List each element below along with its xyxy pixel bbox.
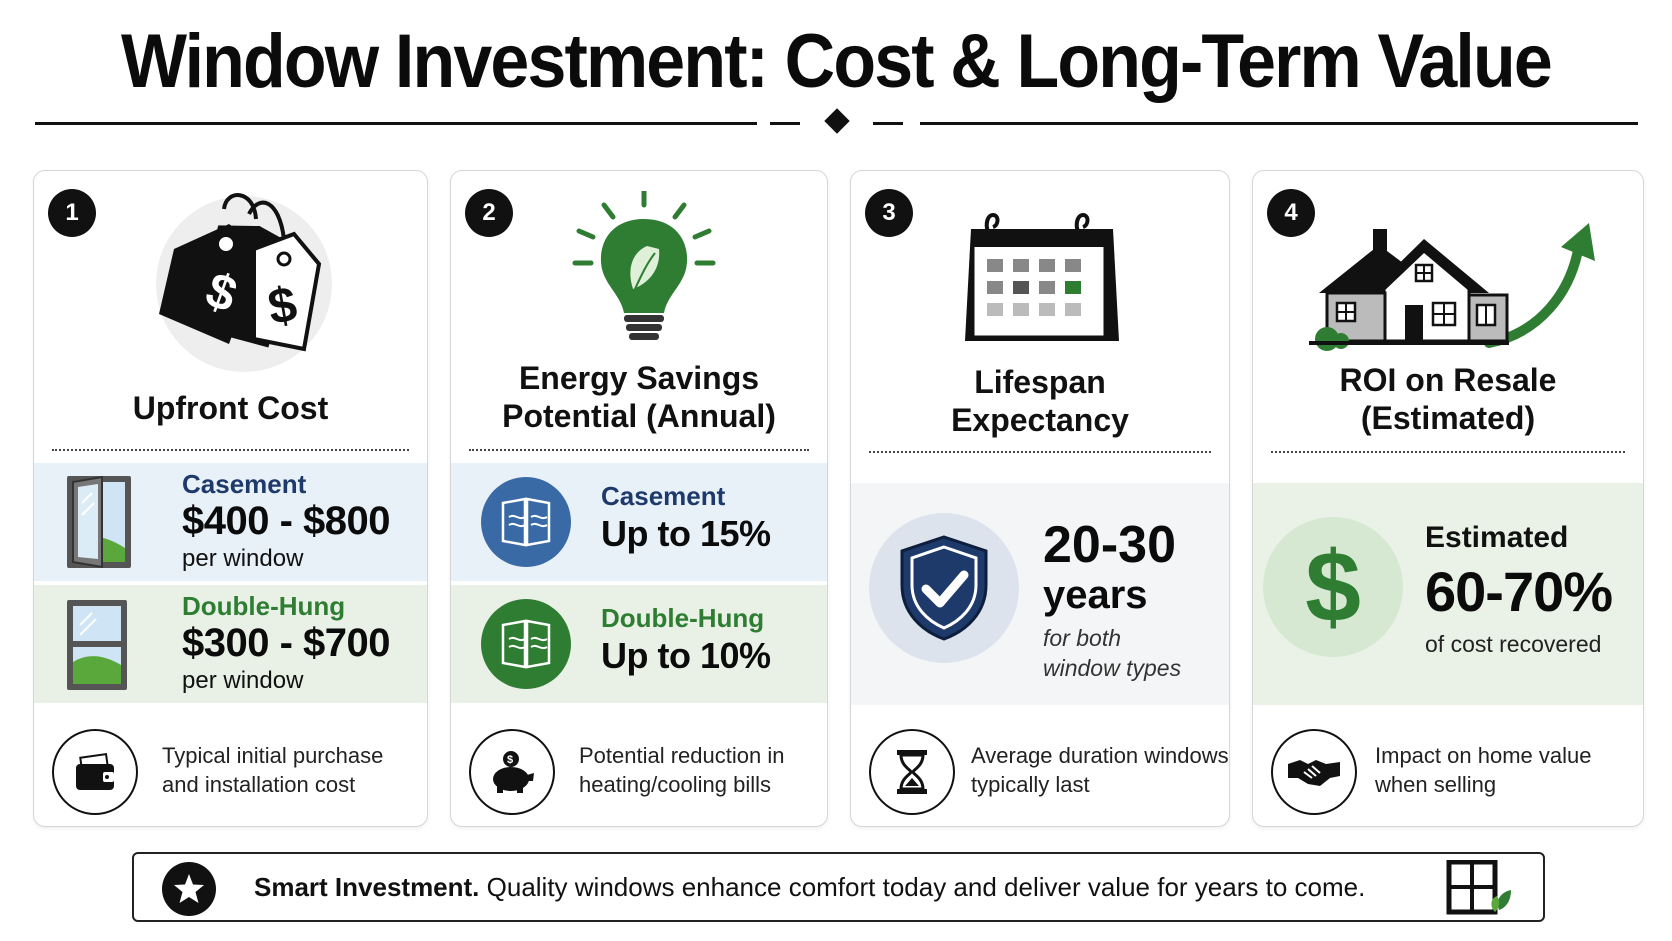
- heading-line: ROI on Resale: [1339, 362, 1557, 398]
- roi-note: of cost recovered: [1425, 631, 1602, 657]
- option-unit: per window: [182, 545, 304, 572]
- casement-window-icon: [64, 473, 134, 576]
- footer-line: Potential reduction in: [579, 743, 785, 768]
- roi-label: Estimated: [1425, 521, 1569, 554]
- dotted-divider: [469, 449, 809, 451]
- wallet-icon: [52, 729, 138, 815]
- roi-panel: $ Estimated 60-70% of cost recovered: [1253, 483, 1643, 705]
- window-airflow-icon: [481, 599, 571, 689]
- roi-value: 60-70%: [1425, 560, 1613, 623]
- footer-line: and installation cost: [162, 772, 356, 797]
- card-roi-resale: 4 ROI on Resale (Estimated): [1252, 170, 1644, 827]
- card-footer-text: Impact on home value when selling: [1375, 741, 1591, 799]
- card-heading: Lifespan Expectancy: [851, 363, 1229, 439]
- card-number-badge: 1: [48, 189, 96, 237]
- note-line: window types: [1043, 655, 1182, 681]
- card-energy-savings: 2 Energy Savings Potential (Annual): [450, 170, 828, 827]
- card-number-badge: 4: [1267, 189, 1315, 237]
- card-upfront-cost: 1 $ $ Upfront Cost: [33, 170, 428, 827]
- lightbulb-leaf-icon: [569, 188, 719, 356]
- card-number-badge: 3: [865, 189, 913, 237]
- calendar-icon: [963, 211, 1121, 352]
- summary-text: Smart Investment. Quality windows enhanc…: [254, 872, 1365, 903]
- shield-check-icon: [869, 513, 1019, 663]
- footer-line: when selling: [1375, 772, 1497, 797]
- card-footer-text: Average duration windows typically last: [971, 741, 1229, 799]
- value-line: 20-30: [1043, 516, 1176, 574]
- summary-body: Quality windows enhance comfort today an…: [479, 872, 1366, 902]
- option-casement: Casement $400 - $800 per window: [34, 463, 427, 581]
- title-divider-dash-left: [770, 122, 800, 125]
- option-value: $300 - $700: [182, 621, 391, 665]
- option-name: Double-Hung: [601, 603, 765, 633]
- heading-line: Energy Savings: [518, 360, 760, 396]
- card-footer-text: Typical initial purchase and installatio…: [162, 741, 383, 799]
- window-plant-icon: [1445, 859, 1517, 921]
- lifespan-note: for both window types: [1043, 623, 1181, 683]
- footer-line: Typical initial purchase: [162, 743, 384, 768]
- handshake-icon: [1271, 729, 1357, 815]
- page-title: Window Investment: Cost & Long-Term Valu…: [121, 19, 1553, 104]
- card-heading: Upfront Cost: [132, 390, 329, 426]
- footer-line: heating/cooling bills: [579, 772, 772, 797]
- option-name: Double-Hung: [182, 591, 346, 621]
- note-line: for both: [1043, 625, 1121, 651]
- hourglass-icon: [869, 729, 955, 815]
- option-name: Casement: [601, 481, 726, 511]
- star-icon: [162, 862, 216, 916]
- footer-line: typically last: [971, 772, 1090, 797]
- heading-line: Potential (Annual): [502, 398, 776, 434]
- option-value: $400 - $800: [182, 499, 391, 543]
- piggy-bank-icon: $: [469, 729, 555, 815]
- option-double-hung: Double-Hung Up to 10%: [451, 585, 827, 703]
- svg-text:$: $: [507, 754, 513, 766]
- option-double-hung: Double-Hung $300 - $700 per window: [34, 585, 427, 703]
- option-value: Up to 15%: [601, 513, 771, 554]
- title-divider-left: [35, 122, 757, 125]
- option-unit: per window: [182, 667, 304, 694]
- title-divider-diamond: [824, 108, 850, 134]
- summary-bold: Smart Investment.: [254, 872, 480, 902]
- card-heading: Energy Savings Potential (Annual): [451, 359, 827, 435]
- dotted-divider: [1271, 451, 1625, 453]
- card-footer-text: Potential reduction in heating/cooling b…: [579, 741, 784, 799]
- price-tag-icon: $ $: [134, 189, 344, 379]
- footer-line: Impact on home value: [1375, 743, 1592, 768]
- house-arrow-icon: [1309, 223, 1609, 358]
- option-value: Up to 10%: [601, 635, 771, 676]
- title-divider-dash-right: [873, 122, 903, 125]
- heading-line: Expectancy: [951, 402, 1129, 438]
- window-airflow-icon: [481, 477, 571, 567]
- card-heading: ROI on Resale (Estimated): [1253, 361, 1643, 437]
- option-casement: Casement Up to 15%: [451, 463, 827, 581]
- card-lifespan: 3 Lifespan Expectancy: [850, 170, 1230, 827]
- lifespan-panel: 20-30 years for both window types: [851, 483, 1229, 705]
- footer-line: Average duration windows: [971, 743, 1229, 768]
- card-number-badge: 2: [465, 189, 513, 237]
- heading-line: (Estimated): [1360, 400, 1536, 436]
- summary-banner: Smart Investment. Quality windows enhanc…: [132, 852, 1545, 922]
- double-hung-window-icon: [64, 597, 130, 698]
- dotted-divider: [869, 451, 1211, 453]
- dotted-divider: [52, 449, 409, 451]
- heading-line: Lifespan: [974, 364, 1106, 400]
- option-name: Casement: [182, 469, 307, 499]
- value-line: years: [1043, 573, 1148, 617]
- lifespan-value: 20-30 years: [1043, 517, 1176, 617]
- dollar-icon: $: [1263, 517, 1403, 657]
- title-divider-right: [920, 122, 1638, 125]
